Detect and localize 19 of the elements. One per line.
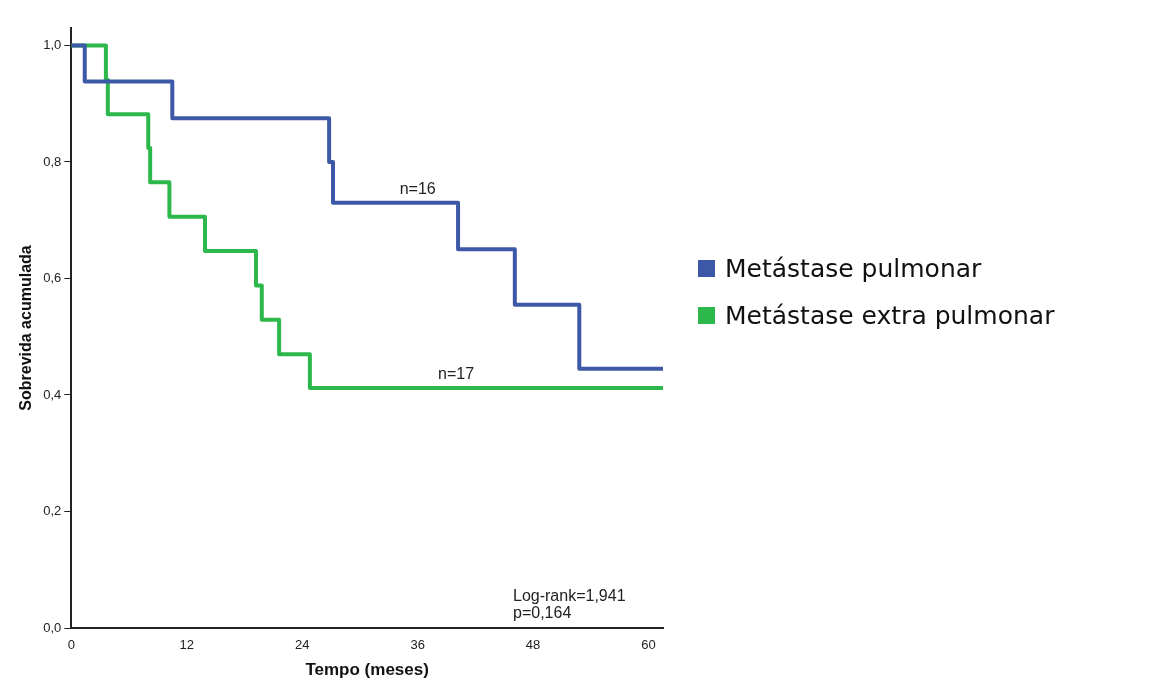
y-tick-label: 1,0: [43, 37, 62, 53]
x-tick-label: 36: [410, 637, 425, 653]
annotation: Log-rank=1,941 p=0,164: [513, 587, 626, 622]
x-tick-label: 24: [294, 637, 310, 653]
x-tick-label: 0: [67, 637, 75, 653]
y-tick-label: 0,2: [43, 503, 62, 519]
annotation: n=16: [399, 180, 436, 198]
x-axis-title: Tempo (meses): [305, 660, 429, 680]
y-tick-label: 0,0: [43, 619, 62, 635]
x-tick-label: 12: [179, 637, 194, 653]
legend-label: Metástase pulmonar: [725, 253, 982, 283]
legend-label: Metástase extra pulmonar: [725, 300, 1055, 330]
x-tick-label: 60: [641, 637, 656, 653]
y-tick-label: 0,6: [43, 270, 62, 286]
y-axis-title: Sobrevida acumulada: [17, 245, 35, 411]
annotation: n=17: [438, 365, 475, 383]
x-tick-label: 48: [525, 637, 541, 653]
y-tick-label: 0,8: [43, 153, 62, 169]
y-tick-label: 0,4: [43, 386, 62, 402]
